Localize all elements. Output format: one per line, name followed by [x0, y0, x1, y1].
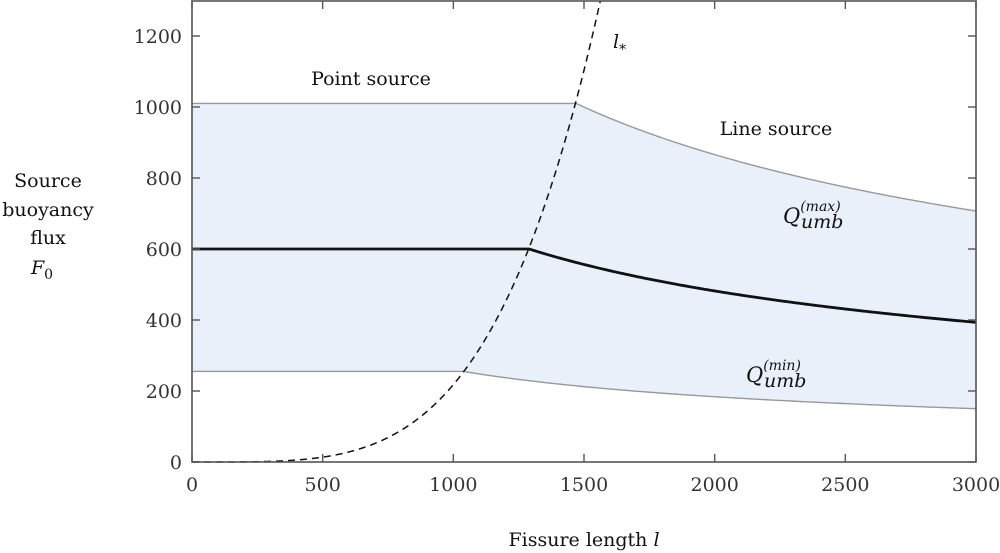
y-axis-label: Source buoyancy flux F0: [2, 170, 94, 283]
qmax-label: Q(max): [783, 199, 841, 228]
tick-labels: 0 500 1000 1500 2000 2500 3000 0 200 400 600 800 100…: [134, 26, 1000, 496]
x-tick-label: 500: [305, 474, 341, 496]
x-tick-label: 2000: [690, 474, 738, 496]
flux-line: [192, 247, 977, 324]
x-tick-label: 0: [186, 474, 198, 496]
svg-text:buoyancy: buoyancy: [2, 199, 94, 221]
svg-text:F0: F0: [30, 257, 53, 283]
x-tick-label: 2500: [821, 474, 869, 496]
svg-text:flux: flux: [30, 227, 66, 249]
series-lines: [192, 0, 977, 463]
line-source-label: Line source: [720, 118, 833, 140]
lstar-label: l*: [613, 31, 626, 58]
y-tick-label: 600: [146, 239, 182, 261]
y-tick-label: 200: [146, 381, 182, 403]
x-tick-label: 1500: [560, 474, 608, 496]
y-tick-label: 800: [146, 168, 182, 190]
qmin-line: [192, 370, 977, 410]
x-axis-label: Fissure length l: [508, 529, 659, 551]
qmax-line: [192, 102, 977, 212]
axes: [191, 0, 977, 463]
x-tick-label: 1000: [429, 474, 477, 496]
lstar-dashed-line: [192, 0, 602, 463]
qmin-subscript: umb: [764, 370, 806, 392]
x-tick-label: 3000: [952, 474, 1000, 496]
shaded-band: [192, 103, 976, 409]
qmin-label: Q(min): [746, 358, 801, 387]
svg-text:Source: Source: [14, 170, 82, 192]
y-tick-label: 400: [146, 310, 182, 332]
qmax-subscript: umb: [801, 211, 843, 233]
y-tick-label: 1200: [134, 26, 182, 48]
y-tick-label: 0: [170, 452, 182, 474]
point-source-label: Point source: [311, 68, 431, 90]
shaded-region: [192, 103, 976, 409]
y-tick-label: 1000: [134, 97, 182, 119]
